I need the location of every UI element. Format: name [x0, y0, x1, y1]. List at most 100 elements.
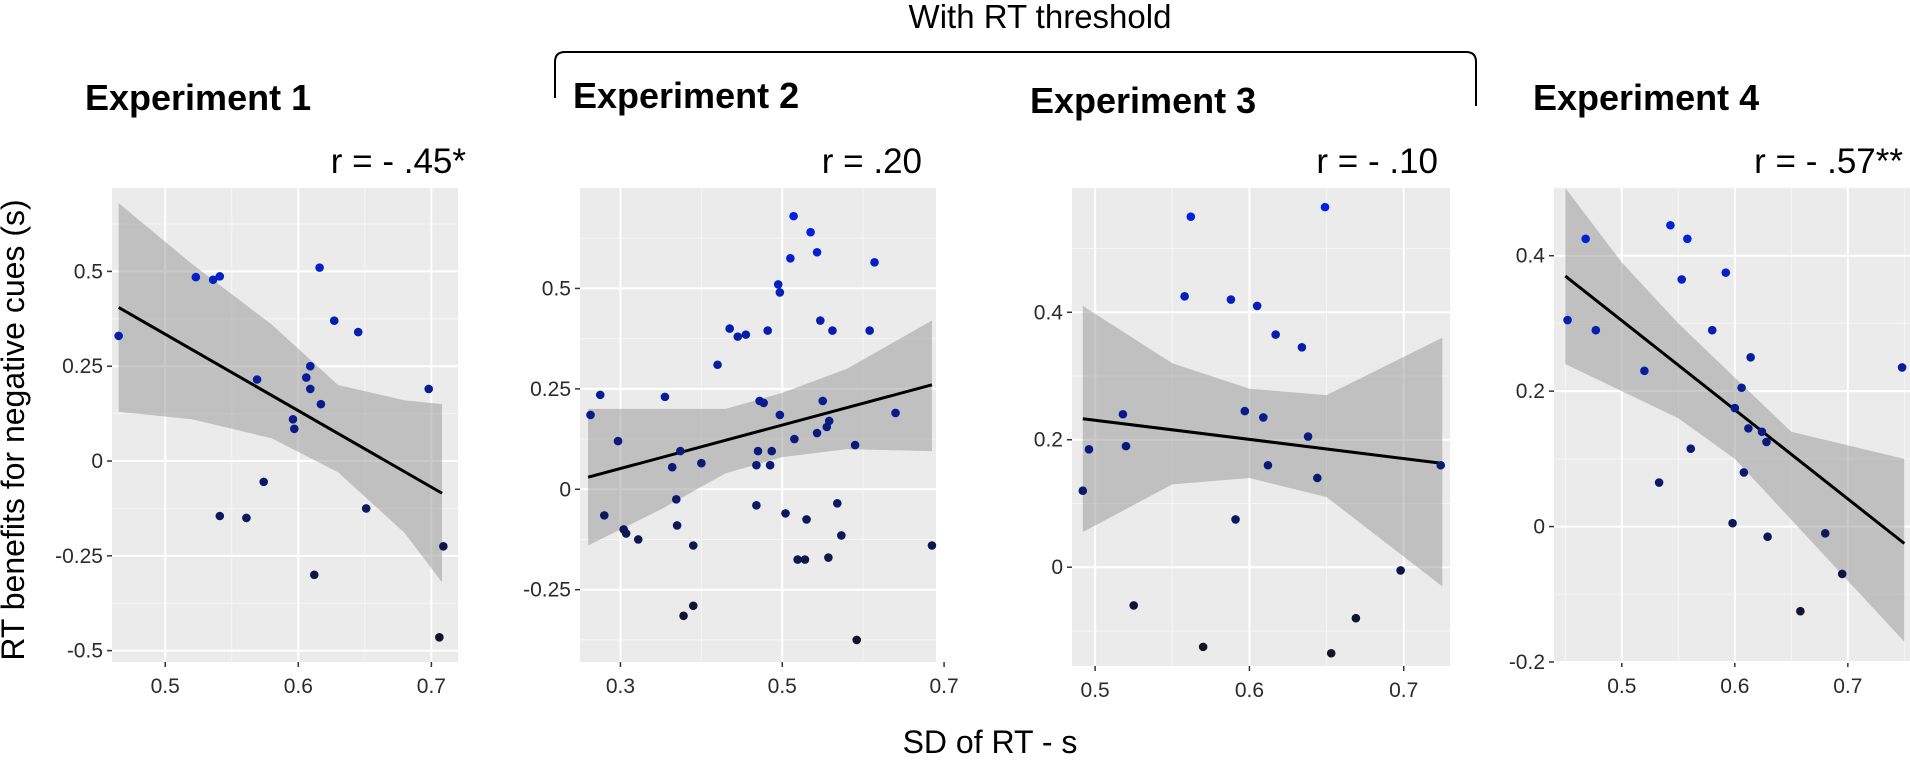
correlation-label: r = - .57** — [1754, 142, 1903, 181]
y-tick-label: -0.25 — [523, 579, 571, 602]
data-point — [361, 504, 371, 513]
data-point — [667, 462, 677, 472]
data-point — [316, 399, 326, 409]
data-point — [353, 327, 363, 337]
data-point — [1763, 532, 1772, 542]
data-point — [315, 263, 324, 272]
panel-experiment-2: 0.3 0.5 0.7 0.5 0.25 0 -0.25 Experiment 2 r = .2… — [523, 75, 959, 698]
y-tick-label: 0 — [1051, 556, 1063, 579]
data-point — [927, 541, 937, 550]
data-point — [660, 392, 670, 402]
data-point — [891, 408, 900, 418]
data-point — [290, 424, 299, 434]
data-point — [288, 415, 298, 424]
data-point — [1198, 642, 1208, 652]
y-tick-label: 0.25 — [530, 378, 571, 401]
data-point — [191, 272, 201, 282]
data-point — [1677, 275, 1687, 284]
data-point — [1118, 409, 1128, 419]
y-tick-label: 0.4 — [1516, 245, 1546, 268]
x-tick-label: 0.5 — [151, 675, 180, 698]
data-point — [1683, 234, 1692, 244]
confidence-band — [118, 203, 443, 583]
regression-line — [1082, 417, 1443, 465]
data-point — [1436, 460, 1446, 470]
data-point — [435, 633, 444, 642]
data-point — [114, 331, 123, 341]
data-point — [753, 446, 763, 456]
data-point — [599, 511, 609, 520]
regression-line — [587, 383, 933, 479]
panel-experiment-3: 0.5 0.6 0.7 0.4 0.2 0 Experiment 3 r = - .10 — [1030, 80, 1450, 702]
data-point — [1129, 601, 1139, 610]
data-point — [1263, 460, 1273, 470]
data-point — [208, 275, 218, 285]
x-tick-label: 0.5 — [1081, 679, 1110, 702]
data-point — [215, 511, 225, 521]
data-point — [802, 515, 811, 524]
x-tick-label: 0.7 — [1833, 675, 1862, 698]
data-point — [818, 396, 828, 406]
confidence-band — [1565, 188, 1905, 642]
data-point — [1121, 441, 1131, 451]
data-point — [697, 458, 706, 468]
data-point — [1313, 473, 1322, 483]
data-point — [1820, 529, 1830, 538]
y-tick-label: 0.2 — [1034, 429, 1063, 452]
x-tick-label: 0.7 — [417, 675, 446, 698]
panel-title: Experiment 3 — [1030, 80, 1256, 121]
data-point — [595, 390, 605, 400]
data-point — [1796, 606, 1805, 616]
data-point — [786, 253, 795, 263]
data-point — [1728, 518, 1737, 528]
data-point — [1226, 295, 1236, 304]
bracket-label: With RT threshold — [909, 0, 1172, 35]
data-point — [671, 495, 681, 504]
y-tick-label: -0.5 — [67, 640, 103, 663]
threshold-bracket — [554, 51, 1477, 106]
data-point — [733, 332, 743, 341]
data-point — [1271, 330, 1280, 339]
x-tick-label: 0.6 — [1720, 675, 1749, 698]
data-point — [816, 316, 825, 325]
data-point — [679, 611, 688, 621]
data-point — [676, 446, 685, 456]
data-point — [1666, 220, 1675, 230]
data-point — [1078, 486, 1088, 496]
data-point — [1252, 301, 1262, 311]
data-point — [1186, 212, 1196, 221]
data-point — [1744, 424, 1753, 433]
data-point — [1231, 515, 1240, 524]
data-point — [215, 272, 225, 281]
panel-experiment-1: 0.5 0.6 0.7 0.5 0.25 0 -0.25 -0.5 Experiment 1 r … — [55, 77, 466, 698]
data-point — [752, 460, 761, 470]
data-point — [1739, 468, 1749, 477]
data-point — [1320, 202, 1330, 212]
data-point — [1591, 325, 1601, 335]
data-point — [775, 288, 785, 297]
regression-line — [117, 306, 443, 495]
data-point — [301, 373, 311, 382]
data-point — [1897, 363, 1907, 372]
data-point — [789, 211, 798, 221]
panel-title: Experiment 1 — [85, 77, 311, 118]
data-point — [837, 531, 846, 540]
y-tick-label: 0 — [91, 450, 103, 473]
data-point — [852, 635, 862, 645]
data-point — [613, 436, 623, 446]
y-tick-label: 0.2 — [1516, 380, 1545, 403]
x-tick-label: 0.7 — [929, 675, 958, 698]
data-point — [329, 316, 339, 326]
data-point — [1396, 566, 1405, 575]
data-point — [688, 541, 698, 550]
data-point — [1303, 432, 1313, 441]
data-point — [1180, 292, 1189, 301]
x-tick-label: 0.7 — [1389, 679, 1418, 702]
data-point — [800, 555, 810, 564]
data-point — [763, 326, 773, 335]
confidence-band — [1082, 305, 1443, 587]
y-tick-label: -0.25 — [55, 545, 103, 568]
data-point — [793, 555, 802, 564]
x-tick-label: 0.6 — [284, 675, 313, 698]
data-point — [1326, 648, 1336, 658]
